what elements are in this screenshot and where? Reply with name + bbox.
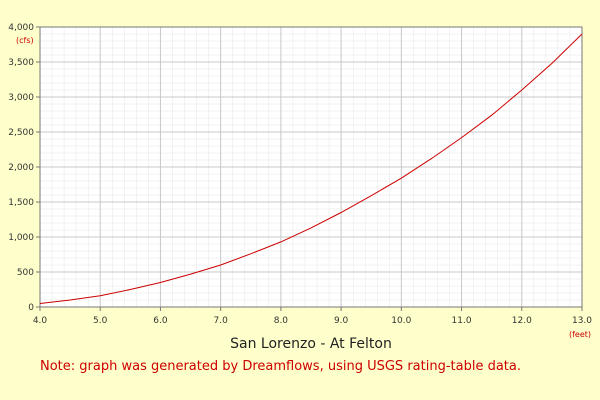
x-tick-label: 5.0 [93, 316, 108, 326]
x-axis-ticks: 4.0 5.0 6.0 7.0 8.0 9.0 10.0 11.0 12.0 13.0 [33, 307, 592, 326]
x-tick-label: 7.0 [214, 316, 229, 326]
x-tick-label: 4.0 [33, 316, 48, 326]
x-unit-label: (feet) [569, 330, 591, 339]
y-tick-label: 500 [17, 268, 34, 278]
y-tick-label: 3,500 [8, 58, 34, 68]
y-tick-label: 3,000 [8, 93, 34, 103]
y-tick-label: 2,000 [8, 163, 34, 173]
x-tick-label: 11.0 [452, 316, 472, 326]
x-tick-label: 6.0 [153, 316, 168, 326]
x-tick-label: 8.0 [274, 316, 289, 326]
x-tick-label: 9.0 [334, 316, 349, 326]
chart-title: San Lorenzo - At Felton [230, 336, 392, 352]
x-tick-label: 12.0 [512, 316, 532, 326]
y-axis-ticks: 0 500 1,000 1,500 2,000 2,500 3,000 3,500 4,000 [8, 23, 40, 313]
series-line [39, 33, 583, 304]
note-text: Note: graph was generated by Dreamflows,… [40, 359, 521, 374]
x-tick-label: 13.0 [572, 316, 592, 326]
y-tick-label: 1,000 [8, 233, 34, 243]
y-tick-label: 4,000 [8, 23, 34, 33]
y-tick-label: 1,500 [8, 198, 34, 208]
y-unit-label: (cfs) [16, 36, 34, 45]
x-tick-label: 10.0 [391, 316, 411, 326]
y-tick-label: 0 [28, 303, 34, 313]
y-tick-label: 2,500 [8, 128, 34, 138]
